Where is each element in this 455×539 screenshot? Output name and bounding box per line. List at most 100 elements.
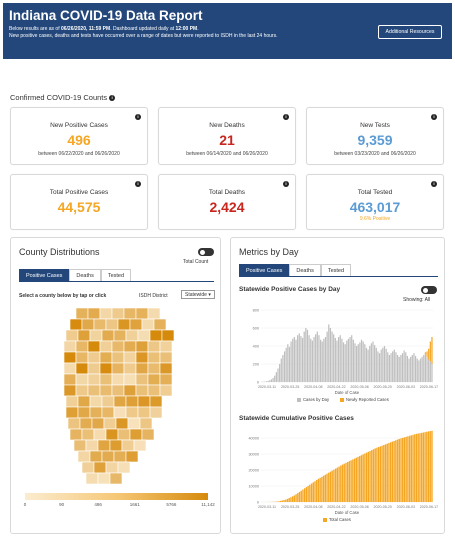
cumulative-bar[interactable]: [414, 434, 416, 502]
county-shape[interactable]: [75, 373, 89, 386]
showing-all-toggle[interactable]: [421, 286, 437, 294]
total-count-toggle[interactable]: [198, 248, 214, 256]
cumulative-bar[interactable]: [336, 467, 339, 502]
daily-bar[interactable]: [346, 340, 348, 382]
county-shape[interactable]: [63, 362, 77, 375]
county-shape[interactable]: [117, 461, 131, 474]
daily-bar[interactable]: [300, 336, 302, 382]
daily-bar[interactable]: [388, 355, 390, 382]
county-shape[interactable]: [101, 329, 115, 342]
county-shape[interactable]: [125, 450, 139, 463]
daily-bar[interactable]: [418, 360, 420, 382]
county-shape[interactable]: [113, 329, 127, 342]
cumulative-bar[interactable]: [333, 469, 335, 502]
county-shape[interactable]: [93, 428, 107, 441]
county-shape[interactable]: [123, 351, 137, 364]
cumulative-bar[interactable]: [396, 439, 399, 502]
daily-bar[interactable]: [392, 351, 394, 382]
daily-bar[interactable]: [365, 347, 368, 382]
county-shape[interactable]: [113, 406, 127, 419]
cumulative-bar[interactable]: [283, 500, 285, 502]
daily-bar[interactable]: [293, 337, 295, 382]
daily-bar[interactable]: [387, 352, 389, 382]
cumulative-bar[interactable]: [340, 465, 342, 502]
county-shape[interactable]: [81, 461, 95, 474]
cumulative-bar[interactable]: [377, 447, 380, 502]
daily-bar[interactable]: [282, 355, 284, 382]
county-shape[interactable]: [123, 373, 137, 386]
cumulative-bar[interactable]: [279, 500, 282, 502]
daily-bar[interactable]: [323, 338, 325, 382]
county-shape[interactable]: [117, 318, 131, 331]
cumulative-bar[interactable]: [383, 445, 385, 502]
county-shape[interactable]: [123, 340, 137, 353]
county-shape[interactable]: [69, 318, 83, 331]
cumulative-bar[interactable]: [300, 490, 302, 502]
county-shape[interactable]: [135, 384, 149, 397]
county-shape[interactable]: [149, 395, 163, 408]
county-shape[interactable]: [91, 417, 105, 430]
daily-bar[interactable]: [401, 353, 404, 382]
daily-bar[interactable]: [311, 340, 314, 382]
daily-bar[interactable]: [301, 337, 304, 382]
cumulative-bar[interactable]: [343, 463, 345, 502]
daily-bar[interactable]: [356, 346, 358, 382]
county-shape[interactable]: [129, 318, 143, 331]
daily-bar[interactable]: [395, 352, 397, 382]
daily-bar[interactable]: [336, 340, 338, 382]
county-shape[interactable]: [109, 439, 123, 452]
daily-bar[interactable]: [362, 341, 364, 383]
cumulative-bar[interactable]: [341, 464, 344, 502]
newly-reported-bar[interactable]: [429, 341, 431, 362]
cumulative-bar[interactable]: [302, 489, 304, 502]
cumulative-bar[interactable]: [281, 500, 284, 502]
county-shape[interactable]: [137, 406, 151, 419]
daily-bar[interactable]: [380, 349, 382, 382]
daily-bar[interactable]: [298, 333, 300, 382]
daily-bar[interactable]: [319, 339, 322, 382]
cumulative-bar[interactable]: [350, 460, 352, 502]
county-shape[interactable]: [89, 450, 103, 463]
tab-tested[interactable]: Tested: [320, 264, 352, 276]
cumulative-bar[interactable]: [371, 450, 373, 502]
cumulative-bar[interactable]: [403, 437, 406, 502]
daily-bar[interactable]: [352, 339, 354, 382]
daily-bar[interactable]: [357, 344, 359, 382]
county-shape[interactable]: [111, 351, 125, 364]
daily-bar[interactable]: [274, 375, 276, 382]
county-shape[interactable]: [129, 428, 143, 441]
daily-bar[interactable]: [305, 328, 307, 382]
county-shape[interactable]: [135, 340, 149, 353]
daily-bar[interactable]: [370, 343, 372, 382]
county-shape[interactable]: [135, 362, 149, 375]
daily-bar[interactable]: [295, 339, 297, 382]
cumulative-bar[interactable]: [329, 471, 332, 502]
county-shape[interactable]: [121, 439, 135, 452]
newly-reported-bar[interactable]: [431, 337, 433, 364]
daily-bar[interactable]: [310, 338, 312, 382]
additional-resources-button[interactable]: Additional Resources: [378, 25, 442, 39]
county-shape[interactable]: [99, 373, 113, 386]
county-shape[interactable]: [75, 362, 89, 375]
daily-bar[interactable]: [272, 377, 274, 382]
county-shape[interactable]: [99, 340, 113, 353]
cumulative-bar[interactable]: [304, 488, 306, 502]
daily-bar[interactable]: [378, 353, 381, 382]
county-shape[interactable]: [77, 406, 91, 419]
daily-bar[interactable]: [383, 346, 386, 382]
daily-bar[interactable]: [428, 359, 430, 383]
county-shape[interactable]: [67, 417, 81, 430]
county-shape[interactable]: [77, 395, 91, 408]
daily-bar[interactable]: [398, 356, 400, 382]
cumulative-bar[interactable]: [297, 493, 299, 502]
daily-bar[interactable]: [292, 338, 294, 382]
county-shape[interactable]: [87, 362, 101, 375]
county-shape[interactable]: [137, 395, 151, 408]
cumulative-bar[interactable]: [355, 457, 357, 502]
county-shape[interactable]: [159, 362, 173, 375]
cumulative-bar[interactable]: [364, 453, 366, 502]
county-shape[interactable]: [109, 472, 123, 485]
county-shape[interactable]: [147, 308, 161, 320]
county-shape[interactable]: [69, 428, 83, 441]
daily-bar[interactable]: [308, 335, 310, 382]
